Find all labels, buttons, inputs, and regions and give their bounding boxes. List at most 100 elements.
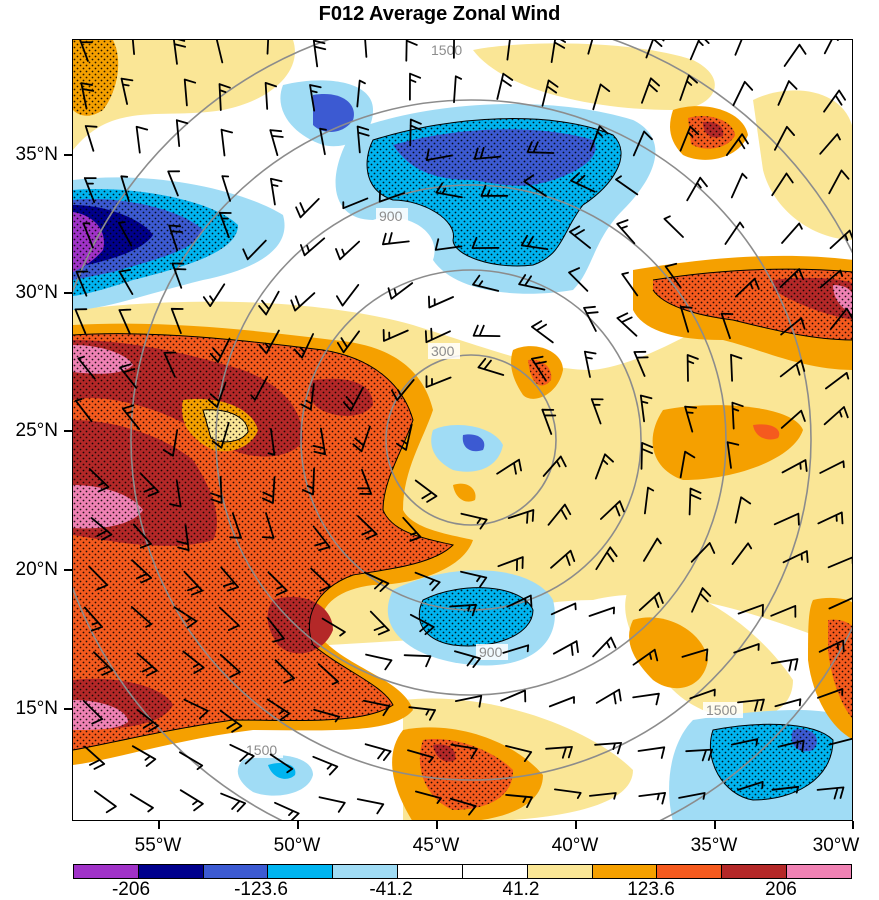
wind-barb — [460, 570, 488, 588]
wind-barb — [242, 239, 267, 261]
colorbar — [73, 864, 852, 879]
wind-barb — [336, 284, 360, 307]
wind-barb — [387, 282, 414, 300]
wind-barb — [335, 240, 360, 261]
wind-barb — [520, 234, 549, 250]
colorbar-label: 123.6 — [627, 879, 675, 900]
wind-barb — [781, 459, 808, 474]
wind-barb — [615, 175, 639, 196]
wind-barb — [685, 748, 713, 762]
wind-barb — [449, 797, 477, 816]
wind-barb — [302, 467, 315, 496]
wind-barb — [679, 450, 696, 479]
wind-barb — [471, 236, 500, 249]
wind-barb — [300, 237, 326, 257]
wind-barb — [336, 330, 360, 354]
wind-barb — [82, 700, 104, 725]
wind-barb — [173, 606, 198, 629]
wind-barb — [823, 406, 849, 426]
wind-barb — [531, 320, 554, 344]
ring-label-1500: 1500 — [246, 742, 277, 758]
wind-barb — [409, 613, 435, 636]
wind-barb — [270, 177, 283, 206]
wind-barb — [378, 189, 406, 203]
wind-barb — [641, 77, 660, 104]
wind-barb — [818, 639, 845, 653]
wind-barb — [269, 129, 284, 156]
wind-barb — [640, 442, 654, 470]
wind-barb — [136, 708, 159, 733]
wind-barb — [290, 292, 316, 312]
colorbar-swatch — [527, 865, 593, 878]
wind-barb — [118, 221, 133, 247]
wind-barb — [523, 174, 547, 197]
wind-barb — [356, 125, 370, 154]
wind-barb — [382, 232, 410, 246]
wind-barb — [550, 602, 577, 616]
wind-barb — [500, 689, 527, 703]
wind-barb — [588, 606, 615, 617]
wind-barb — [74, 308, 88, 335]
wind-barb — [321, 617, 346, 637]
wind-barb — [409, 72, 422, 101]
wind-barb — [183, 78, 197, 107]
wind-barb — [250, 376, 269, 401]
wind-barb — [300, 382, 315, 411]
wind-barb — [179, 789, 204, 812]
colorbar-swatch — [138, 865, 204, 878]
wind-barb — [587, 40, 594, 55]
wind-barb — [731, 401, 744, 430]
wind-barb — [526, 141, 555, 154]
lon-label: 35°W — [690, 835, 738, 856]
wind-barb — [175, 119, 189, 147]
wind-barb — [139, 472, 160, 497]
wind-barb — [547, 503, 572, 526]
wind-barb — [663, 215, 684, 238]
lat-tick — [64, 430, 72, 432]
wind-barb — [732, 80, 754, 107]
wind-barb — [678, 792, 706, 800]
wind-barb — [118, 308, 132, 335]
wind-field: 300 900 900 1500 1500 1500 — [73, 40, 852, 820]
wind-barb — [592, 83, 611, 111]
wind-barb — [356, 79, 366, 108]
wind-barb — [179, 751, 204, 771]
wind-barb — [90, 517, 113, 541]
wind-barb — [391, 379, 415, 401]
wind-barb — [312, 755, 339, 776]
wind-barb — [730, 353, 743, 382]
wind-barb — [342, 197, 369, 210]
lat-label: 25°N — [15, 420, 58, 441]
wind-barb — [541, 408, 557, 435]
wind-barb — [548, 696, 575, 708]
lon-label: 50°W — [273, 835, 321, 856]
wind-barb — [414, 571, 441, 592]
wind-barb — [542, 455, 567, 477]
wind-barb — [210, 476, 223, 504]
wind-barb — [135, 125, 149, 154]
wind-barb — [131, 40, 135, 55]
wind-barb — [266, 40, 270, 55]
wind-barb — [545, 746, 573, 759]
colorbar-swatch — [398, 865, 463, 878]
wind-barb — [731, 542, 753, 565]
wind-barb — [219, 653, 241, 678]
wind-barb — [733, 643, 760, 654]
colorbar-label: -123.6 — [234, 879, 288, 900]
colorbar-swatch — [268, 865, 334, 878]
wind-barb — [730, 172, 748, 199]
wind-barb — [690, 542, 716, 563]
wind-barb — [118, 269, 134, 295]
wind-barb — [616, 219, 636, 245]
colorbar-label: 206 — [765, 879, 797, 900]
wind-barb — [816, 786, 845, 800]
wind-barb — [686, 354, 699, 382]
wind-barb — [817, 688, 844, 699]
ring-label-900: 900 — [379, 208, 403, 224]
lat-label: 20°N — [15, 559, 58, 580]
wind-barb — [169, 479, 182, 508]
wind-barb — [312, 40, 327, 68]
lon-tick — [297, 821, 299, 829]
wind-barb — [218, 211, 232, 239]
wind-barb — [780, 317, 806, 336]
